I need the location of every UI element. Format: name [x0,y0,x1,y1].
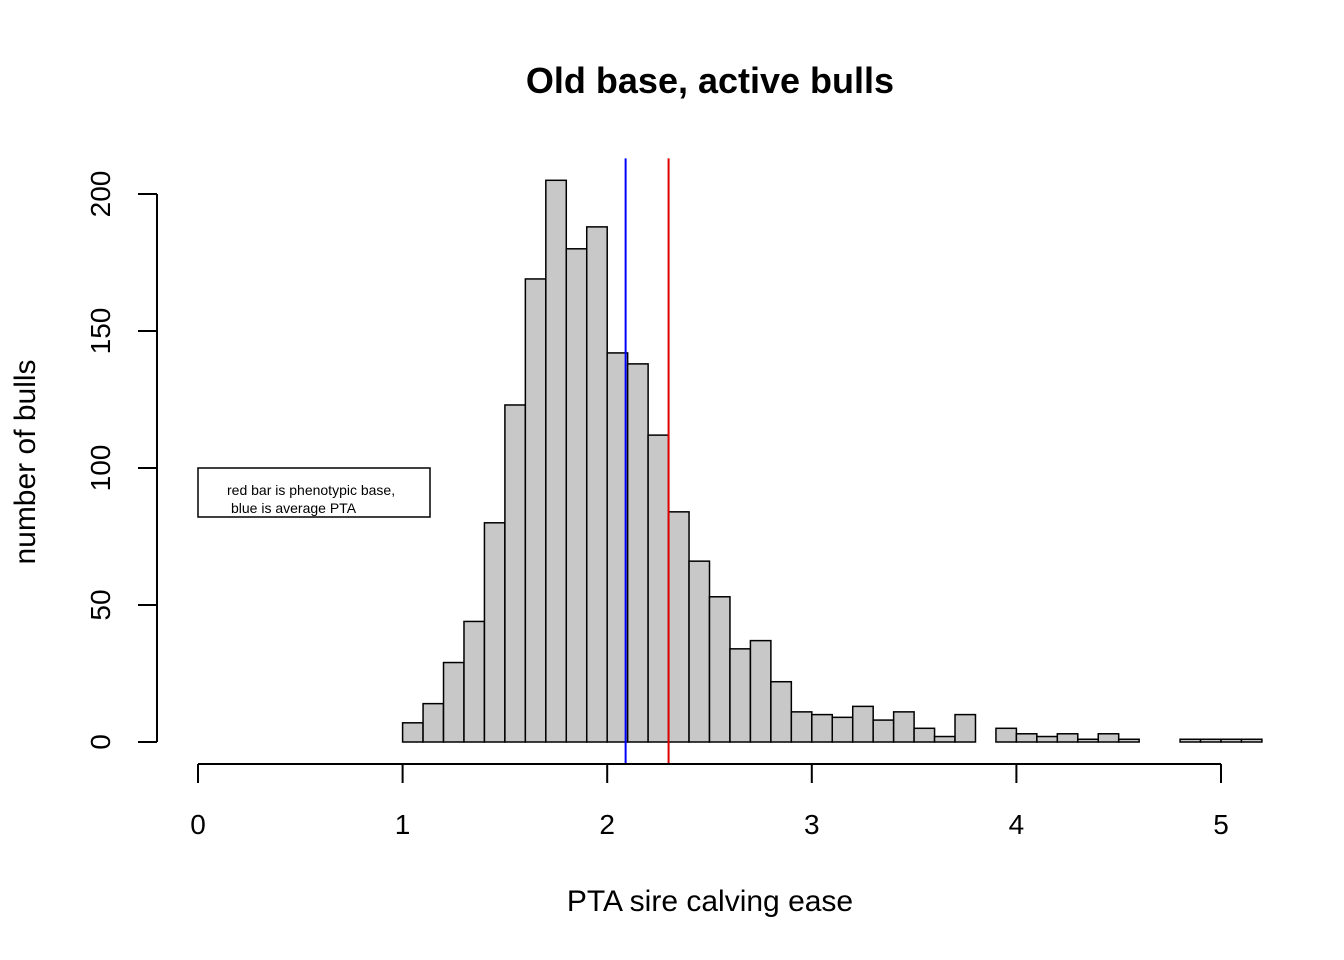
histogram-bar [1199,738,1222,743]
x-tick-label: 5 [1213,809,1229,840]
histogram-bar [463,620,486,743]
histogram-bar [401,722,424,743]
chart-title: Old base, active bulls [526,60,894,101]
histogram-bar [688,560,711,743]
histogram-bar [667,511,690,743]
histogram-bar [749,639,772,743]
histogram-bar [626,363,649,743]
y-tick-label: 150 [85,308,116,355]
histogram-bar [504,404,527,743]
histogram-bar [770,680,793,743]
x-axis: 0 1 2 3 4 5 [190,763,1229,840]
legend-box: red bar is phenotypic base, blue is aver… [197,467,431,518]
histogram-bar [606,352,629,743]
histogram-bar [647,434,670,743]
histogram-bar [831,716,854,743]
legend-line-1: red bar is phenotypic base, [227,482,395,498]
histogram-bar [995,727,1018,743]
histogram-bar [933,735,956,743]
x-tick-label: 2 [599,809,615,840]
legend-line-2: blue is average PTA [231,500,357,516]
y-tick-label: 100 [85,445,116,492]
histogram-bar [913,727,936,743]
y-axis: 0 50 100 150 200 [85,171,158,750]
histogram-bars [401,179,1263,743]
x-tick-label: 1 [395,809,411,840]
histogram-bar [1036,735,1059,743]
histogram-bar [954,713,977,743]
x-tick-label: 3 [804,809,820,840]
histogram-bar [565,248,588,743]
y-axis-label: number of bulls [9,359,42,564]
histogram-bar [1077,738,1099,743]
y-tick-label: 200 [85,171,116,218]
histogram-bar [811,713,834,743]
histogram-bar [1220,738,1243,743]
histogram-bar [483,522,506,743]
histogram-bar [708,596,731,743]
histogram-bar [545,179,568,743]
reference-lines [624,158,670,764]
x-axis-label: PTA sire calving ease [567,885,853,918]
histogram-bar [524,278,547,743]
histogram-bar [422,702,445,743]
histogram-bar [729,648,752,743]
histogram-bar [442,661,465,743]
histogram-bar [1097,733,1120,743]
histogram-bar [1179,738,1202,743]
histogram-bar [872,719,895,743]
x-tick-label: 4 [1009,809,1025,840]
histogram-bar [851,705,874,743]
x-tick-label: 0 [190,809,206,840]
histogram-bar [1056,733,1079,743]
histogram-bar [1240,738,1263,743]
histogram-bar [892,711,915,743]
y-tick-label: 0 [85,734,116,750]
histogram-bar [585,226,608,743]
histogram-bar [1117,738,1140,743]
histogram-bar [1015,733,1038,743]
y-tick-label: 50 [85,589,116,620]
histogram-bar [790,711,813,743]
